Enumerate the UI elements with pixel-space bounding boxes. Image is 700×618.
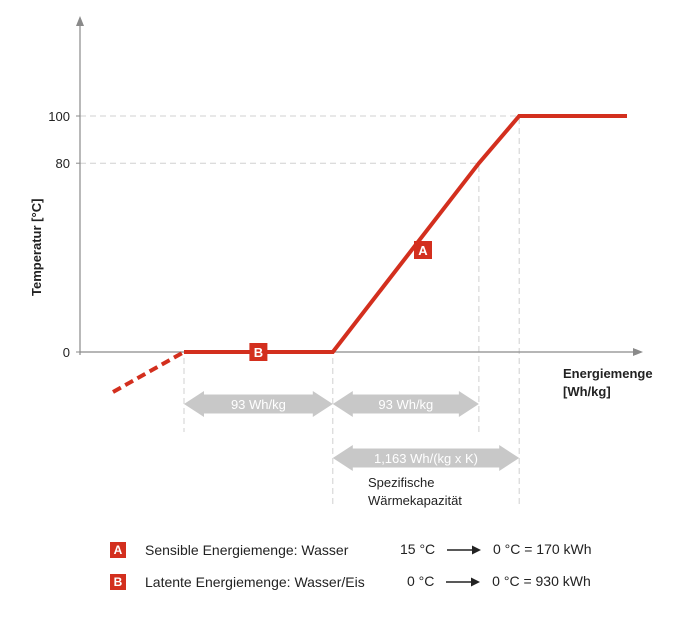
y-axis-label: Temperatur [°C] (29, 199, 44, 296)
legend-formula-a: 15 °C 0 °C = 170 kWh (400, 541, 592, 557)
y-tick-label: 0 (63, 345, 70, 360)
y-tick-label: 100 (48, 109, 70, 124)
legend-item-a: A Sensible Energiemenge: Wasser (110, 541, 348, 559)
range-label: 1,163 Wh/(kg x K) (374, 451, 478, 466)
legend-formula-b: 0 °C 0 °C = 930 kWh (407, 573, 591, 589)
legend-badge-a: A (110, 542, 126, 558)
y-tick-label: 80 (56, 156, 70, 171)
section-marker-label: A (418, 243, 428, 258)
grid-lines (80, 115, 520, 508)
arrow-right-icon (446, 577, 481, 587)
range-label: 93 Wh/kg (231, 397, 286, 412)
x-axis-label-line1: Energiemenge (563, 366, 653, 381)
section-marker-a (414, 241, 432, 259)
range-arrow (332, 445, 520, 471)
range-arrow (332, 391, 479, 417)
series-line-dashed-extension (112, 350, 185, 394)
x-axis-label-line2: [Wh/kg] (563, 384, 611, 399)
legend-label-a: Sensible Energiemenge: Wasser (145, 542, 349, 558)
range-arrow (184, 391, 333, 417)
legend-label-b: Latente Energiemenge: Wasser/Eis (145, 574, 365, 590)
arrow-right-icon (447, 545, 482, 555)
range-label: 93 Wh/kg (378, 397, 433, 412)
section-marker-b (249, 343, 268, 361)
legend-badge-b: B (110, 574, 126, 590)
x-axis-arrowhead (633, 348, 643, 356)
series-line (184, 114, 627, 354)
annotation-line2: Wärmekapazität (368, 493, 462, 508)
legend-to-a: 0 °C = 170 kWh (492, 541, 592, 557)
annotation-line1: Spezifische (368, 475, 434, 490)
legend-from-b: 0 °C (407, 573, 435, 589)
legend-item-b: B Latente Energiemenge: Wasser/Eis (110, 573, 365, 591)
legend-from-a: 15 °C (400, 541, 436, 557)
section-marker-label: B (254, 345, 263, 360)
legend-to-b: 0 °C = 930 kWh (492, 573, 591, 589)
axes (76, 16, 643, 356)
y-axis-arrowhead (76, 16, 84, 26)
